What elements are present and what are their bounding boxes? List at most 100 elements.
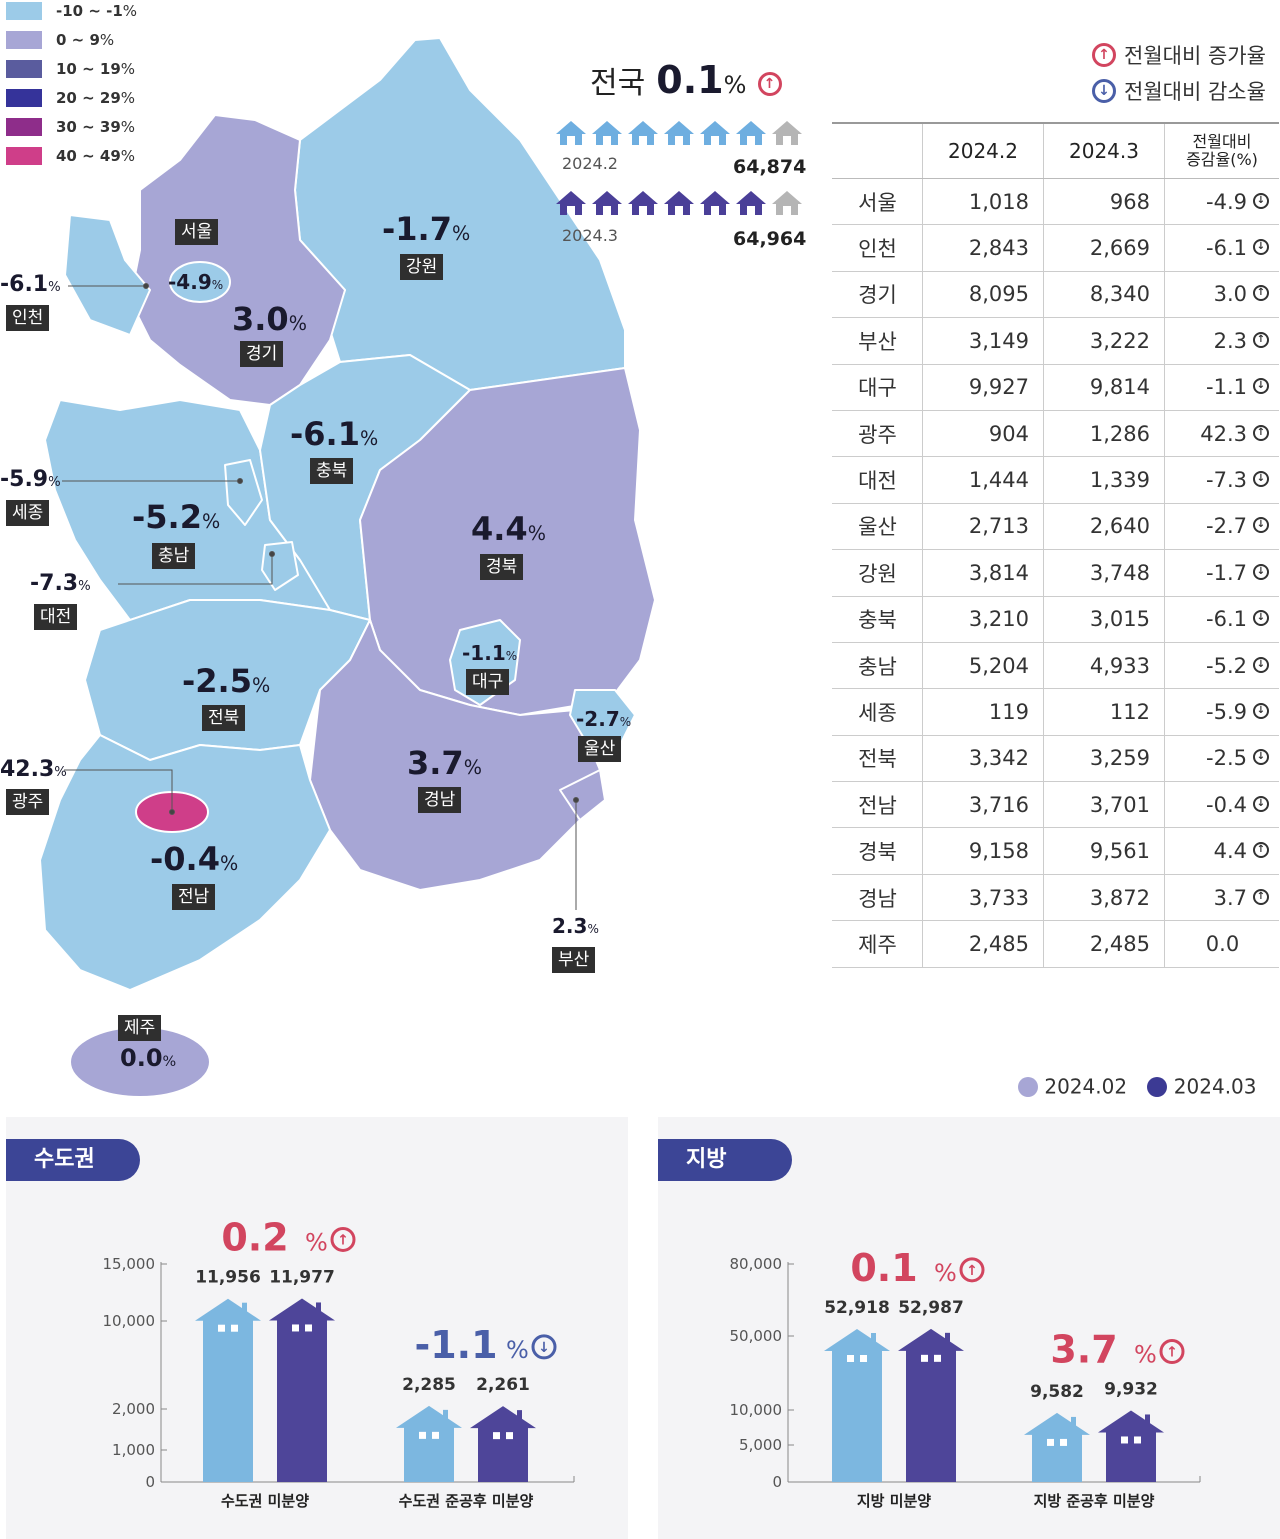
region-tag: 대전	[34, 604, 78, 630]
panel-title: 수도권	[6, 1139, 140, 1181]
leader-line	[118, 554, 273, 585]
leader-dot	[143, 283, 149, 289]
region-pct: 2.3%	[552, 914, 599, 938]
house-icon	[628, 191, 658, 215]
legend-unit: %	[120, 89, 136, 107]
bar-chimney	[1145, 1414, 1150, 1427]
house-icon	[772, 121, 802, 145]
region-tag: 울산	[578, 736, 622, 762]
house-icon	[592, 121, 622, 145]
legend-unit: %	[122, 2, 138, 20]
bar-house	[470, 1406, 536, 1482]
table-cell-mar: 2,669	[1043, 224, 1165, 272]
data-label: 2,285	[402, 1375, 456, 1395]
legend-swatch	[6, 2, 42, 20]
house-icon	[556, 121, 586, 145]
region-sejong	[224, 459, 263, 526]
table-cell-region: 세종	[832, 688, 923, 736]
table-cell-region: 충북	[832, 596, 923, 643]
down-arrow-icon: ↓	[1253, 378, 1269, 395]
house-icon	[628, 121, 658, 145]
table-row: 부산 3,149 3,222 2.3 ↑	[832, 317, 1279, 365]
legend-unit: %	[120, 60, 136, 78]
data-label: 52,918	[824, 1298, 890, 1318]
bar-chimney	[945, 1332, 950, 1345]
national-summary: 전국 0.1% ↑	[590, 58, 782, 102]
region-jeonnam	[39, 734, 331, 991]
change-unit: %	[934, 1259, 957, 1287]
table-cell-change: -1.1 ↓	[1164, 364, 1279, 411]
bar-house	[898, 1328, 964, 1482]
legend-item: 30 ~ 39%	[6, 116, 135, 138]
region-pct: -5.2%	[132, 498, 221, 536]
table-cell-region: 전남	[832, 781, 923, 829]
house-icon	[700, 121, 730, 145]
panel-regional: 지방 0 5,000 10,000 50,000 80,000 52,918 52,987 지…	[658, 1117, 1280, 1539]
house-row-2024-2	[556, 121, 802, 145]
table-cell-mar: 3,748	[1043, 549, 1165, 597]
table-cell-mar: 112	[1043, 688, 1165, 736]
table-cell-feb: 9,927	[922, 364, 1044, 411]
table-cell-change: 42.3 ↑	[1164, 410, 1279, 458]
table-cell-mar: 2,640	[1043, 503, 1165, 551]
data-label: 11,956	[195, 1268, 261, 1288]
table-cell-region: 울산	[832, 503, 923, 551]
table-header: 2024.3	[1043, 122, 1165, 179]
region-tag: 인천	[6, 305, 50, 331]
house-icon	[664, 191, 694, 215]
bar-chimney	[443, 1409, 448, 1422]
legend-item: 0 ~ 9%	[6, 29, 114, 51]
table-cell-change: -4.9 ↓	[1164, 178, 1279, 226]
data-label: 52,987	[898, 1298, 964, 1318]
arrow-glyph: ↓	[538, 1340, 550, 1356]
table-cell-mar: 4,933	[1043, 642, 1165, 690]
table-row: 충남 5,204 4,933 -5.2 ↓	[832, 642, 1279, 690]
table-cell-change: 4.4 ↑	[1164, 827, 1279, 875]
house-icon	[736, 191, 766, 215]
up-arrow-icon	[1159, 1338, 1185, 1364]
data-table: 2024.2 2024.3 전월대비 증감율(%) 서울 1,018 968 -4.9 ↓…	[832, 122, 1279, 968]
legend-swatch	[6, 89, 42, 107]
legend-dot	[1018, 1076, 1038, 1097]
table-row: 전북 3,342 3,259 -2.5 ↓	[832, 735, 1279, 783]
up-arrow-icon	[959, 1257, 985, 1283]
table-cell-mar: 9,561	[1043, 827, 1165, 875]
table-cell-change: -0.4 ↓	[1164, 781, 1279, 829]
bar-window	[292, 1324, 299, 1332]
table-cell-feb: 2,843	[922, 224, 1044, 272]
region-pct: -5.9%	[0, 467, 61, 492]
table-header-row: 2024.2 2024.3 전월대비 증감율(%)	[832, 122, 1279, 179]
table-row: 경북 9,158 9,561 4.4 ↑	[832, 827, 1279, 875]
data-label: 9,582	[1030, 1382, 1084, 1402]
table-cell-region: 경남	[832, 874, 923, 922]
arrow-glyph: ↑	[337, 1232, 349, 1248]
bar-house	[824, 1328, 890, 1482]
down-arrow-icon: ↓	[1253, 563, 1269, 580]
region-pct: -4.9%	[168, 270, 224, 294]
table-cell-feb: 3,733	[922, 874, 1044, 922]
house-icon	[772, 191, 802, 215]
region-pct: -2.5%	[182, 662, 271, 700]
y-tick-label: 2,000	[112, 1400, 155, 1418]
table-row: 인천 2,843 2,669 -6.1 ↓	[832, 224, 1279, 272]
table-cell-region: 대구	[832, 364, 923, 411]
region-pct: 4.4%	[471, 510, 546, 548]
bar-chimney	[242, 1302, 247, 1315]
legend-unit: %	[99, 31, 115, 49]
table-cell-change: -2.7 ↓	[1164, 503, 1279, 551]
down-arrow-icon: ↓	[1253, 192, 1269, 209]
bar-window	[432, 1431, 439, 1439]
house-icon	[556, 191, 586, 215]
table-cell-mar: 2,485	[1043, 920, 1165, 968]
region-tag: 광주	[6, 789, 50, 815]
table-cell-region: 부산	[832, 317, 923, 365]
bar-window	[493, 1432, 500, 1440]
table-cell-change: 0.0	[1164, 920, 1279, 968]
region-tag: 경기	[240, 341, 284, 367]
legend-unit: %	[120, 147, 136, 165]
up-arrow-icon: ↑	[1253, 331, 1269, 348]
bar-window	[921, 1354, 928, 1362]
bar-window	[506, 1432, 513, 1440]
table-cell-mar: 8,340	[1043, 271, 1165, 319]
bar-window	[231, 1324, 238, 1332]
